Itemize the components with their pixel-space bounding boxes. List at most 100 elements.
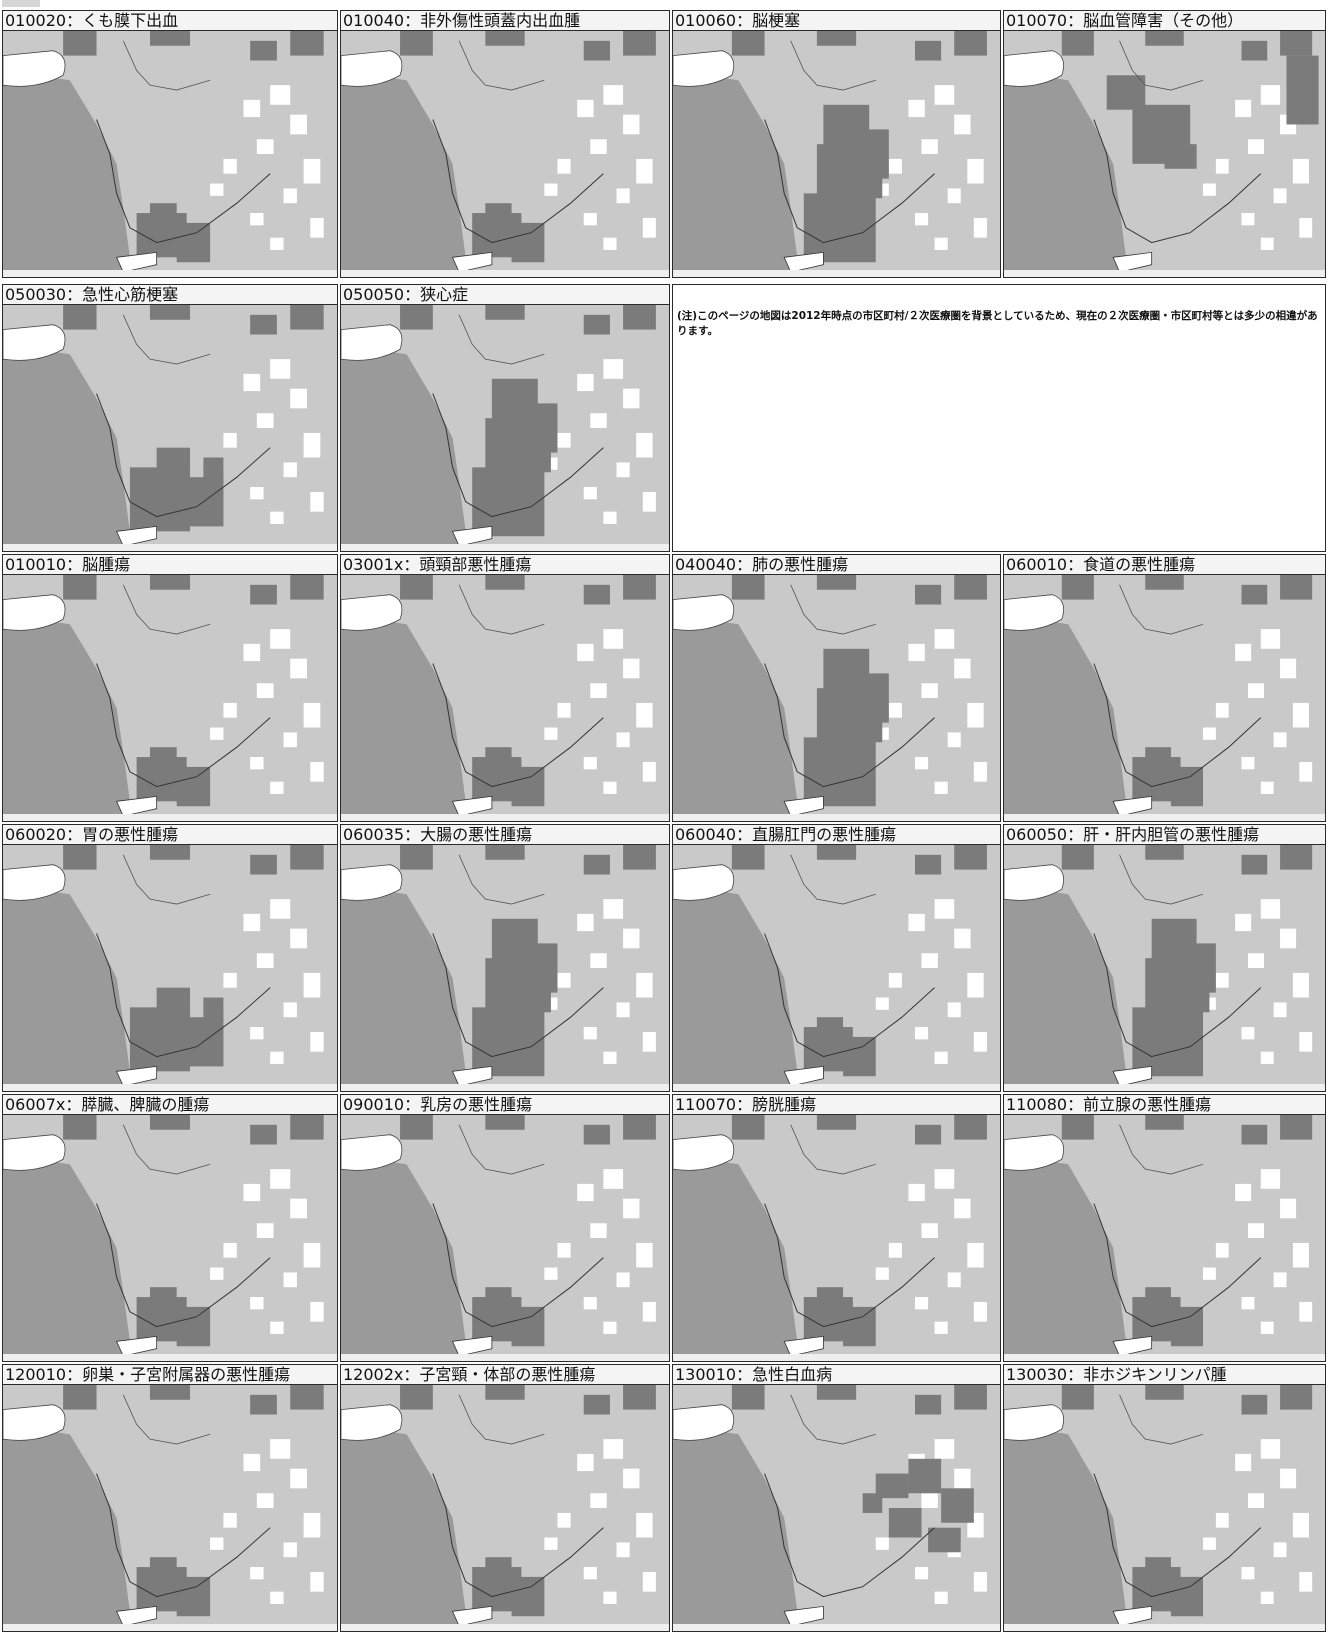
map-title: 130010：急性白血病 <box>673 1365 1000 1385</box>
region-block <box>577 1183 594 1202</box>
map-footer-strip <box>341 814 669 821</box>
region-block <box>1241 584 1268 605</box>
region-block <box>250 1124 277 1145</box>
region-block <box>544 727 558 740</box>
region-block <box>283 1542 297 1558</box>
region-block <box>973 1301 987 1322</box>
lake-water <box>673 1134 735 1171</box>
region-block <box>1292 972 1309 998</box>
region-block <box>816 1287 844 1307</box>
region-block <box>129 467 191 532</box>
region-block <box>967 972 984 998</box>
region-block <box>210 1267 224 1280</box>
map-title: 130030：非ホジキンリンパ腫 <box>1004 1365 1325 1385</box>
region-block <box>1299 1301 1313 1322</box>
region-block <box>210 727 224 740</box>
region-block <box>310 761 324 782</box>
region-block <box>908 1458 942 1494</box>
region-block <box>557 158 571 174</box>
boundary-line <box>1093 119 1262 244</box>
region-block <box>511 1576 545 1617</box>
boundary-line <box>764 663 935 788</box>
boundary-line <box>96 1473 271 1598</box>
region-block <box>63 845 97 870</box>
region-block <box>603 237 617 250</box>
region-block <box>250 213 264 226</box>
region-block <box>1241 757 1255 770</box>
region-block <box>243 99 261 118</box>
choropleth-map <box>341 845 669 1091</box>
bay-water <box>451 1605 493 1627</box>
region-block <box>156 987 191 1018</box>
sea-area <box>673 70 804 277</box>
bay-water <box>115 525 158 547</box>
region-block <box>243 373 261 392</box>
region-block <box>1241 854 1268 875</box>
choropleth-map <box>3 1115 337 1361</box>
region-block <box>603 899 624 919</box>
boundary-line <box>122 40 211 91</box>
region-block <box>544 183 558 196</box>
region-block <box>250 1027 264 1040</box>
region-block <box>973 1031 987 1052</box>
region-block <box>149 575 191 590</box>
region-block <box>1132 1007 1204 1077</box>
boundary-line <box>122 854 211 905</box>
region-block <box>934 629 955 649</box>
sea-area <box>341 344 473 551</box>
region-block <box>642 1301 656 1322</box>
region-block <box>210 1537 224 1550</box>
region-block <box>485 575 525 590</box>
region-block <box>616 188 630 204</box>
choropleth-map <box>1004 1115 1325 1361</box>
region-block <box>176 222 211 263</box>
boundary-line <box>432 933 604 1058</box>
region-block <box>1215 158 1229 174</box>
region-block <box>557 1242 571 1258</box>
map-title: 050050：狭心症 <box>341 285 669 305</box>
region-block <box>616 1002 630 1018</box>
lake-water <box>3 864 66 901</box>
region-block <box>843 1036 876 1077</box>
region-block <box>1061 575 1094 600</box>
boundary-line <box>96 933 271 1058</box>
region-block <box>875 1267 889 1280</box>
region-block <box>290 305 324 330</box>
region-block <box>583 854 610 875</box>
region-block <box>623 31 656 56</box>
lake-water <box>1004 594 1064 631</box>
map-title: 010040：非外傷性頭蓋内出血腫 <box>341 11 669 31</box>
map-panel: 12002x：子宮頸・体部の悪性腫瘍 <box>340 1364 670 1632</box>
region-block <box>616 1542 630 1558</box>
boundary-line <box>458 854 545 905</box>
choropleth-map <box>673 1385 1000 1631</box>
region-block <box>310 217 324 238</box>
map-footer-strip <box>673 814 1000 821</box>
sea-area <box>1004 614 1133 821</box>
lake-water <box>341 50 403 87</box>
region-block <box>1247 1493 1265 1508</box>
region-block <box>577 99 594 118</box>
region-block <box>1203 727 1216 740</box>
region-block <box>583 487 597 500</box>
region-block <box>947 1272 961 1288</box>
region-block <box>1241 1394 1268 1415</box>
map-footer-strip <box>673 270 1000 277</box>
map-title: 06007x：膵臓、脾臓の腫瘍 <box>3 1095 337 1115</box>
boundary-line <box>432 393 604 518</box>
boundary-line <box>790 584 876 635</box>
map-panel: 130010：急性白血病 <box>672 1364 1001 1632</box>
region-block <box>203 997 224 1023</box>
region-block <box>941 1488 974 1523</box>
map-panel: 110080：前立腺の悪性腫瘍 <box>1003 1094 1326 1362</box>
region-block <box>1273 1002 1287 1018</box>
region-block <box>914 584 942 605</box>
region-block <box>270 237 284 250</box>
sea-area <box>3 614 137 821</box>
region-block <box>623 305 656 330</box>
lake-water <box>3 324 66 361</box>
region-block <box>623 1385 656 1410</box>
region-block <box>149 1557 177 1577</box>
region-block <box>816 575 857 590</box>
lake-water <box>1004 50 1064 87</box>
